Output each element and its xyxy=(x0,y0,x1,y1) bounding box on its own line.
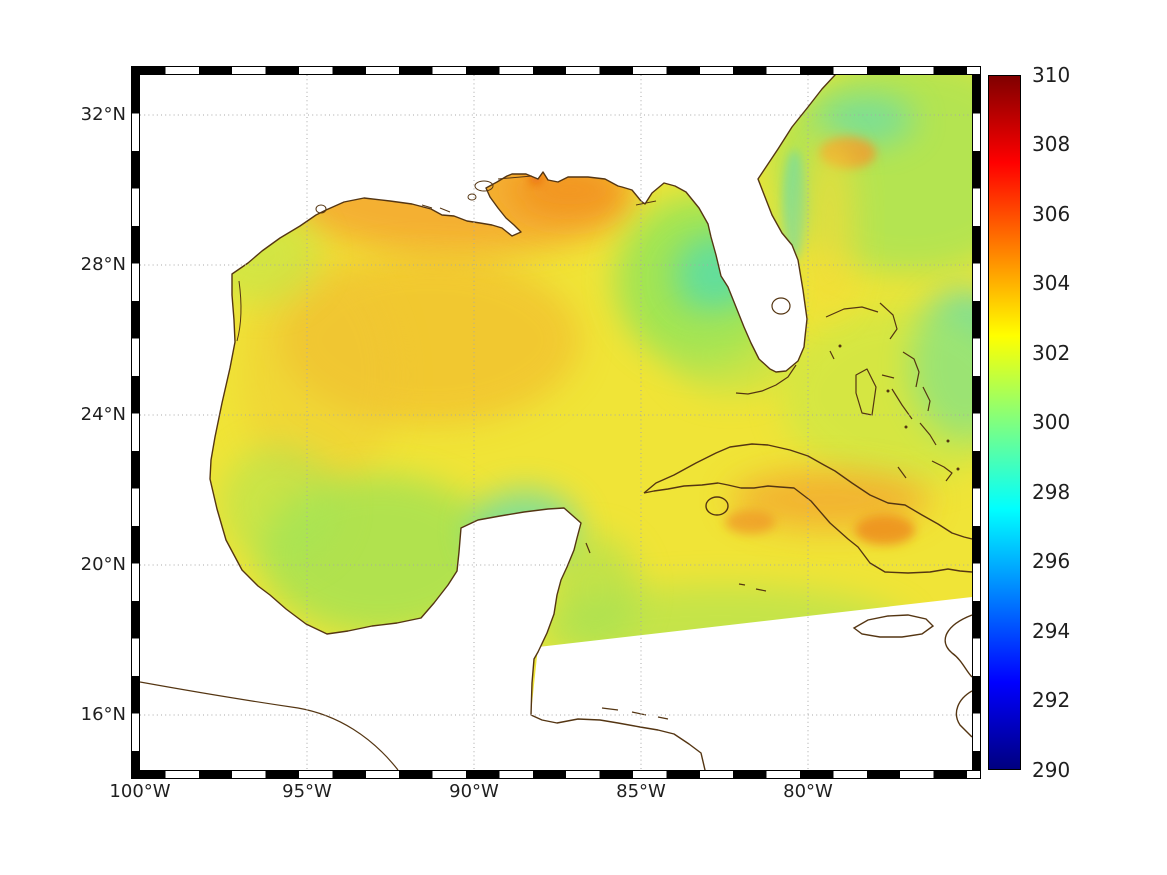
graticule xyxy=(140,75,972,770)
colorbar-tick-label: 310 xyxy=(1032,63,1071,87)
colorbar-tick-label: 292 xyxy=(1032,688,1071,712)
small-islands xyxy=(585,542,767,720)
lat-tick-label: 32°N xyxy=(80,104,126,125)
colorbar-tick-label: 296 xyxy=(1032,549,1071,573)
map-plot-area xyxy=(140,75,972,770)
cool-patch-southwest-gulf xyxy=(220,445,340,565)
ragged-islands xyxy=(897,466,907,479)
bay-islands-honduras xyxy=(601,707,669,720)
coastal-details xyxy=(236,175,657,342)
exuma-chain xyxy=(891,388,913,420)
bahamas-islands xyxy=(825,302,960,482)
cold-sliver-florida-coast xyxy=(783,150,807,260)
cat-island xyxy=(922,386,931,412)
mainland-landmass xyxy=(140,75,835,770)
grand-bahama xyxy=(825,306,879,318)
marsh-detail xyxy=(421,204,451,213)
colorbar-tick-label: 308 xyxy=(1032,132,1071,156)
hot-spot-cuba-east xyxy=(855,515,915,545)
coastal-lake xyxy=(467,193,477,201)
colorbar-tick-label: 302 xyxy=(1032,341,1071,365)
andros xyxy=(855,368,877,416)
florida-keys xyxy=(735,364,797,395)
small-cays xyxy=(838,344,960,471)
warm-patch-cuba xyxy=(730,470,930,530)
map-frame-right xyxy=(972,75,981,770)
isla-de-la-juventud xyxy=(705,496,729,516)
warm-patch-west-gulf xyxy=(240,255,400,495)
colorbar xyxy=(988,75,1021,770)
map-frame-top xyxy=(131,66,981,75)
cuba-north-coast xyxy=(643,443,972,540)
long-island xyxy=(919,422,937,446)
cuba-south-coast xyxy=(643,482,972,574)
colorbar-tick-label: 298 xyxy=(1032,480,1071,504)
cold-patch-atlantic-north xyxy=(815,95,915,145)
lat-tick-label: 16°N xyxy=(80,704,126,725)
hot-spot-cuba-west xyxy=(725,510,775,534)
lon-tick-label: 95°W xyxy=(282,781,332,802)
eleuthera xyxy=(902,351,920,388)
crooked-acklins xyxy=(931,460,953,482)
lon-tick-label: 85°W xyxy=(616,781,666,802)
cozumel xyxy=(585,542,591,554)
colorbar-tick-label: 306 xyxy=(1032,202,1071,226)
barrier-islands-mississippi xyxy=(497,175,533,180)
colorbar-tick-label: 300 xyxy=(1032,410,1071,434)
hispaniola-coastline xyxy=(944,614,972,738)
lake-okeechobee xyxy=(771,297,791,315)
colorbar-tick-label: 304 xyxy=(1032,271,1071,295)
lake-pontchartrain xyxy=(474,180,494,192)
bimini xyxy=(829,350,835,360)
pacific-coastline xyxy=(140,681,399,770)
mainland-coastline xyxy=(209,75,836,770)
cuba-coastline xyxy=(643,443,972,574)
abaco xyxy=(879,302,898,340)
map-frame-left xyxy=(131,75,140,770)
lat-tick-label: 28°N xyxy=(80,254,126,275)
map-frame-bottom xyxy=(131,770,981,779)
lon-tick-label: 80°W xyxy=(783,781,833,802)
cool-patch-bahamas xyxy=(780,305,972,485)
new-providence xyxy=(881,374,895,379)
gulf-stream-band xyxy=(805,135,855,315)
colorbar-tick-label: 294 xyxy=(1032,619,1071,643)
barrier-islands-texas xyxy=(236,280,242,342)
lon-tick-label: 100°W xyxy=(109,781,171,802)
barrier-islands-apalachicola xyxy=(635,200,657,206)
lon-tick-label: 90°W xyxy=(449,781,499,802)
lat-tick-label: 20°N xyxy=(80,554,126,575)
colorbar-tick-label: 290 xyxy=(1032,758,1071,782)
jamaica-island xyxy=(852,614,935,638)
galveston-bay xyxy=(315,204,327,214)
lat-tick-label: 24°N xyxy=(80,404,126,425)
cayman-islands xyxy=(738,583,767,592)
cool-patch-yucatan-channel xyxy=(550,535,640,645)
